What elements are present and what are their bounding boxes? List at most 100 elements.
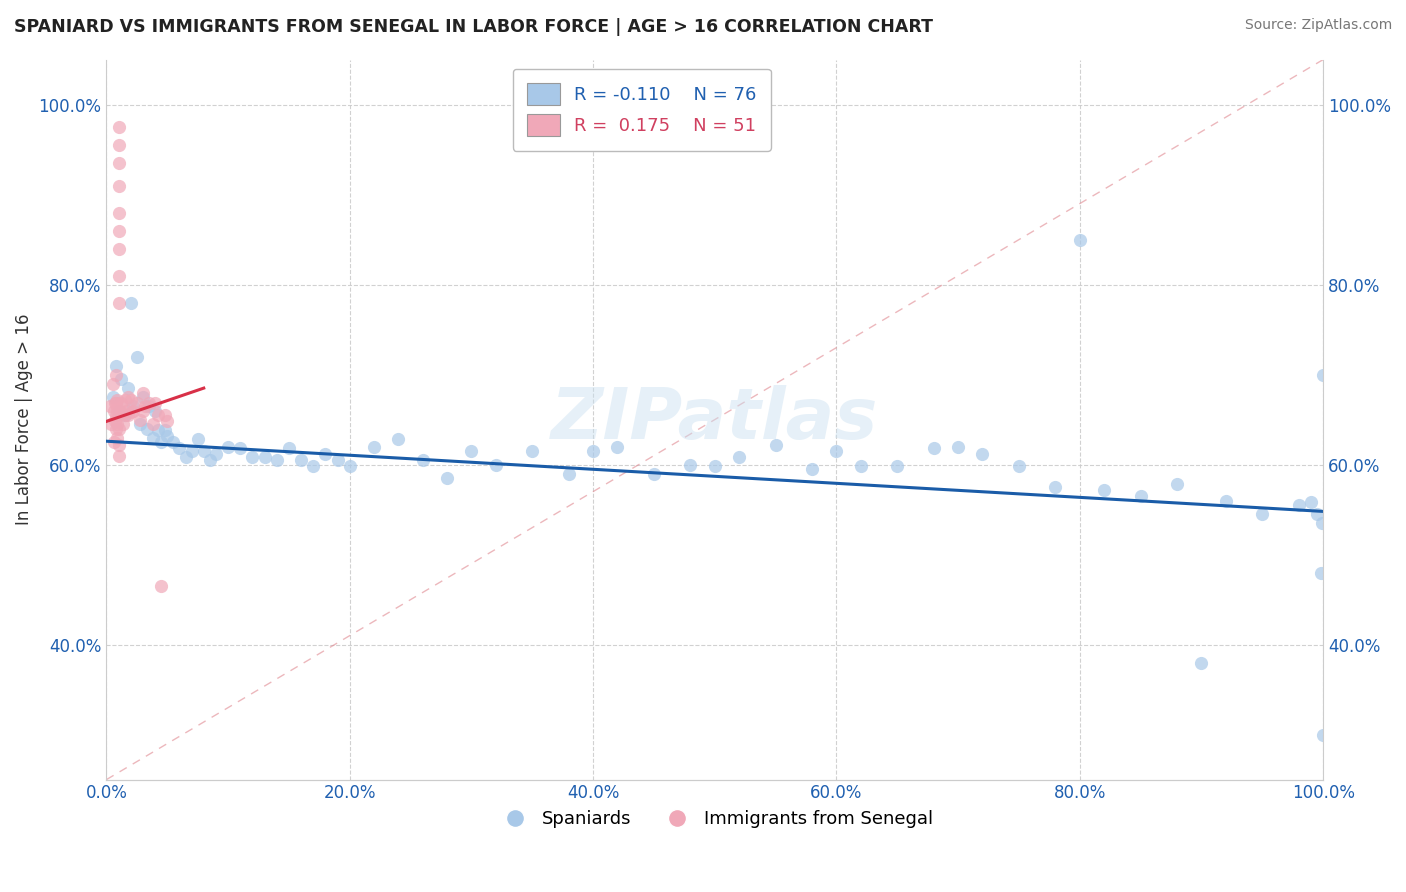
Point [142, 417, 165, 431]
Point [150, 579, 173, 593]
Point [193, 444, 215, 458]
Point [314, 447, 336, 461]
Point [253, 450, 276, 465]
Point [120, 405, 142, 419]
Point [110, 372, 132, 386]
Point [1191, 656, 1213, 670]
Point [104, 414, 127, 428]
Point [849, 459, 872, 474]
Point [174, 450, 197, 465]
Point [1309, 566, 1331, 580]
Point [1299, 495, 1322, 509]
Point [972, 447, 994, 461]
Point [1288, 498, 1310, 512]
Point [110, 396, 132, 410]
Point [103, 435, 125, 450]
Text: ZIPatlas: ZIPatlas [551, 385, 879, 454]
Point [156, 414, 179, 428]
Point [115, 403, 138, 417]
Point [120, 392, 142, 407]
Point [266, 453, 288, 467]
Point [105, 396, 128, 410]
Point [107, 268, 129, 283]
Point [485, 458, 508, 472]
Point [922, 442, 945, 456]
Point [129, 412, 152, 426]
Point [387, 433, 409, 447]
Point [460, 444, 482, 458]
Point [107, 438, 129, 452]
Point [101, 376, 124, 391]
Point [107, 403, 129, 417]
Point [125, 350, 148, 364]
Point [522, 444, 544, 458]
Point [114, 408, 136, 422]
Point [1306, 507, 1329, 521]
Point [153, 408, 176, 422]
Point [558, 467, 581, 481]
Point [162, 435, 184, 450]
Point [104, 396, 127, 410]
Point [363, 440, 385, 454]
Point [326, 453, 349, 467]
Point [105, 368, 128, 382]
Point [1069, 233, 1091, 247]
Point [1312, 728, 1334, 742]
Point [107, 295, 129, 310]
Point [129, 417, 152, 431]
Point [107, 138, 129, 153]
Point [801, 462, 824, 476]
Point [1045, 480, 1067, 494]
Point [138, 399, 160, 413]
Point [1251, 507, 1274, 521]
Point [101, 390, 124, 404]
Point [122, 399, 145, 413]
Point [111, 405, 134, 419]
Point [122, 403, 145, 417]
Point [105, 408, 128, 422]
Point [146, 408, 169, 422]
Point [1215, 493, 1237, 508]
Point [153, 424, 176, 438]
Point [946, 440, 969, 454]
Point [205, 447, 228, 461]
Point [679, 458, 702, 472]
Point [143, 396, 166, 410]
Point [134, 399, 156, 413]
Point [114, 392, 136, 407]
Point [105, 431, 128, 445]
Point [728, 450, 751, 465]
Legend: Spaniards, Immigrants from Senegal: Spaniards, Immigrants from Senegal [489, 803, 941, 836]
Point [339, 459, 361, 474]
Point [217, 440, 239, 454]
Point [132, 390, 155, 404]
Point [242, 450, 264, 465]
Point [229, 442, 252, 456]
Point [114, 408, 136, 422]
Point [302, 459, 325, 474]
Point [436, 471, 458, 485]
Point [105, 422, 128, 436]
Point [187, 433, 209, 447]
Point [132, 385, 155, 400]
Point [107, 449, 129, 463]
Point [825, 444, 848, 458]
Point [107, 224, 129, 238]
Point [169, 442, 191, 456]
Point [120, 295, 142, 310]
Point [1092, 483, 1115, 497]
Point [180, 444, 202, 458]
Point [103, 403, 125, 417]
Point [703, 459, 725, 474]
Point [117, 408, 139, 422]
Point [107, 178, 129, 193]
Point [198, 453, 221, 467]
Point [142, 431, 165, 445]
Point [117, 381, 139, 395]
Point [150, 435, 173, 450]
Point [107, 205, 129, 219]
Point [125, 396, 148, 410]
Point [107, 242, 129, 256]
Point [117, 390, 139, 404]
Text: Source: ZipAtlas.com: Source: ZipAtlas.com [1244, 18, 1392, 32]
